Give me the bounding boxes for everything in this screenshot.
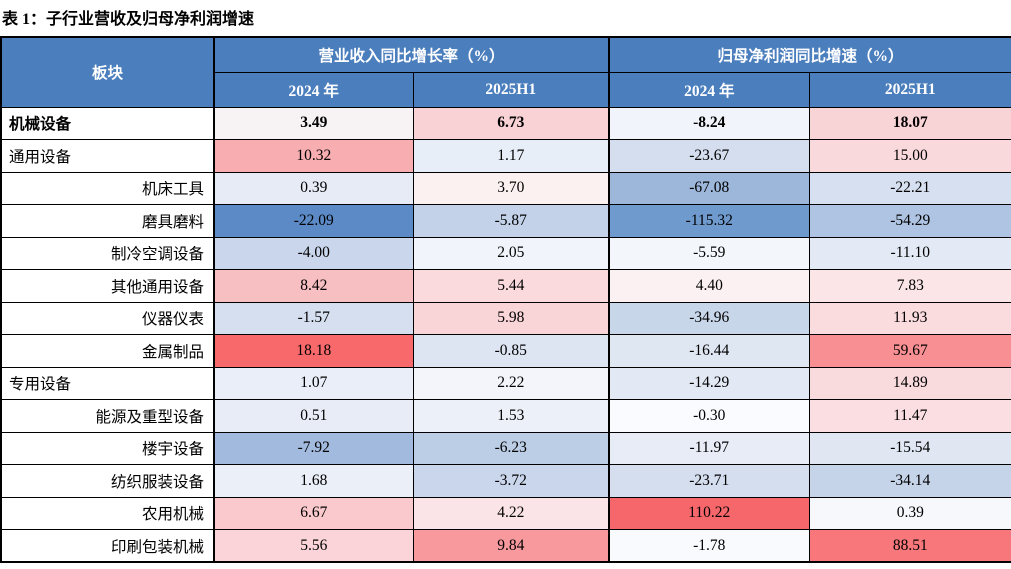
- value-cell: 6.73: [412, 106, 610, 140]
- value-cell: 2.05: [412, 236, 610, 270]
- value-cell: -4.00: [213, 236, 414, 270]
- sector-label: 金属制品: [0, 334, 215, 368]
- value-cell: -67.08: [608, 171, 810, 205]
- value-cell: 18.18: [213, 334, 414, 368]
- sub-header-profit-2024: 2024 年: [608, 71, 810, 108]
- value-cell: -34.96: [608, 301, 810, 335]
- value-cell: -11.97: [608, 431, 810, 465]
- sector-label: 机械设备: [0, 106, 215, 140]
- sector-label: 仪器仪表: [0, 301, 215, 335]
- value-cell: 4.22: [412, 496, 610, 530]
- sub-header-revenue-2024: 2024 年: [213, 71, 414, 108]
- value-cell: 5.44: [412, 269, 610, 303]
- sector-label: 机床工具: [0, 171, 215, 205]
- table-title: 表 1：子行业营收及归母净利润增速: [2, 11, 255, 28]
- value-cell: 1.68: [213, 464, 414, 498]
- value-cell: -0.30: [608, 399, 810, 433]
- table-row: 仪器仪表 -1.57 5.98 -34.96 11.93: [0, 301, 1011, 335]
- value-cell: 18.07: [808, 106, 1011, 140]
- value-cell: 14.89: [808, 366, 1011, 400]
- value-cell: -6.23: [412, 431, 610, 465]
- value-cell: 8.42: [213, 269, 414, 303]
- table-row: 磨具磨料 -22.09 -5.87 -115.32 -54.29: [0, 204, 1011, 238]
- table-row: 能源及重型设备 0.51 1.53 -0.30 11.47: [0, 399, 1011, 433]
- value-cell: -15.54: [808, 431, 1011, 465]
- value-cell: 0.39: [808, 496, 1011, 530]
- value-cell: -8.24: [608, 106, 810, 140]
- table-body: 机械设备 3.49 6.73 -8.24 18.07 通用设备 10.32 1.17 -23.6…: [0, 106, 1011, 563]
- table-row: 纺织服装设备 1.68 -3.72 -23.71 -34.14: [0, 464, 1011, 498]
- value-cell: 3.70: [412, 171, 610, 205]
- value-cell: -22.09: [213, 204, 414, 238]
- value-cell: 15.00: [808, 139, 1011, 173]
- sector-label: 通用设备: [0, 139, 215, 173]
- table-row: 印刷包装机械 5.56 9.84 -1.78 88.51: [0, 529, 1011, 563]
- group-header-revenue-growth: 营业收入同比增长率（%）: [212, 36, 610, 73]
- sub-header-revenue-2025h1: 2025H1: [412, 71, 610, 108]
- corner-header-sector: 板块: [0, 36, 215, 108]
- value-cell: -5.59: [608, 236, 810, 270]
- value-cell: 5.98: [412, 301, 610, 335]
- value-cell: 110.22: [608, 496, 810, 530]
- value-cell: 6.67: [213, 496, 414, 530]
- value-cell: -0.85: [412, 334, 610, 368]
- sector-label: 印刷包装机械: [0, 529, 215, 563]
- value-cell: -3.72: [412, 464, 610, 498]
- value-cell: 2.22: [412, 366, 610, 400]
- value-cell: -23.67: [608, 139, 810, 173]
- header-group-row: 板块 营业收入同比增长率（%） 归母净利润同比增速（%）: [0, 36, 1011, 108]
- value-cell: 0.39: [213, 171, 414, 205]
- value-cell: -1.78: [608, 529, 810, 563]
- value-cell: -7.92: [213, 431, 414, 465]
- table-row: 制冷空调设备 -4.00 2.05 -5.59 -11.10: [0, 236, 1011, 270]
- table-row: 专用设备 1.07 2.22 -14.29 14.89: [0, 366, 1011, 400]
- value-cell: 9.84: [412, 529, 610, 563]
- table-row: 机床工具 0.39 3.70 -67.08 -22.21: [0, 171, 1011, 205]
- table-header: 板块 营业收入同比增长率（%） 归母净利润同比增速（%） 2024 年 2025…: [0, 36, 1011, 108]
- value-cell: -23.71: [608, 464, 810, 498]
- value-cell: 1.07: [213, 366, 414, 400]
- value-cell: 1.17: [412, 139, 610, 173]
- value-cell: -22.21: [808, 171, 1011, 205]
- table-row: 楼宇设备 -7.92 -6.23 -11.97 -15.54: [0, 431, 1011, 465]
- group-header-profit-growth: 归母净利润同比增速（%）: [608, 36, 1011, 73]
- sector-label: 制冷空调设备: [0, 236, 215, 270]
- sector-label: 农用机械: [0, 496, 215, 530]
- sector-label: 楼宇设备: [0, 431, 215, 465]
- value-cell: -34.14: [808, 464, 1011, 498]
- value-cell: 10.32: [213, 139, 414, 173]
- table-row: 通用设备 10.32 1.17 -23.67 15.00: [0, 139, 1011, 173]
- value-cell: 0.51: [213, 399, 414, 433]
- value-cell: 5.56: [213, 529, 414, 563]
- sector-label: 专用设备: [0, 366, 215, 400]
- table-row: 其他通用设备 8.42 5.44 4.40 7.83: [0, 269, 1011, 303]
- value-cell: 7.83: [808, 269, 1011, 303]
- value-cell: 11.47: [808, 399, 1011, 433]
- value-cell: 3.49: [213, 106, 414, 140]
- sub-industry-growth-table: 板块 营业收入同比增长率（%） 归母净利润同比增速（%） 2024 年 2025…: [0, 36, 1011, 563]
- value-cell: -1.57: [213, 301, 414, 335]
- value-cell: 1.53: [412, 399, 610, 433]
- table-row: 农用机械 6.67 4.22 110.22 0.39: [0, 496, 1011, 530]
- table-row: 金属制品 18.18 -0.85 -16.44 59.67: [0, 334, 1011, 368]
- value-cell: -11.10: [808, 236, 1011, 270]
- value-cell: -5.87: [412, 204, 610, 238]
- value-cell: -14.29: [608, 366, 810, 400]
- value-cell: -16.44: [608, 334, 810, 368]
- sector-label: 磨具磨料: [0, 204, 215, 238]
- header-sub-row: 2024 年 2025H1 2024 年 2025H1: [1, 71, 1011, 108]
- value-cell: 59.67: [808, 334, 1011, 368]
- value-cell: -54.29: [808, 204, 1011, 238]
- value-cell: -115.32: [608, 204, 810, 238]
- sector-label: 能源及重型设备: [0, 399, 215, 433]
- value-cell: 88.51: [808, 529, 1011, 563]
- sector-label: 其他通用设备: [0, 269, 215, 303]
- sub-header-profit-2025h1: 2025H1: [808, 71, 1011, 108]
- table-row: 机械设备 3.49 6.73 -8.24 18.07: [0, 106, 1011, 140]
- sector-label: 纺织服装设备: [0, 464, 215, 498]
- value-cell: 11.93: [808, 301, 1011, 335]
- value-cell: 4.40: [608, 269, 810, 303]
